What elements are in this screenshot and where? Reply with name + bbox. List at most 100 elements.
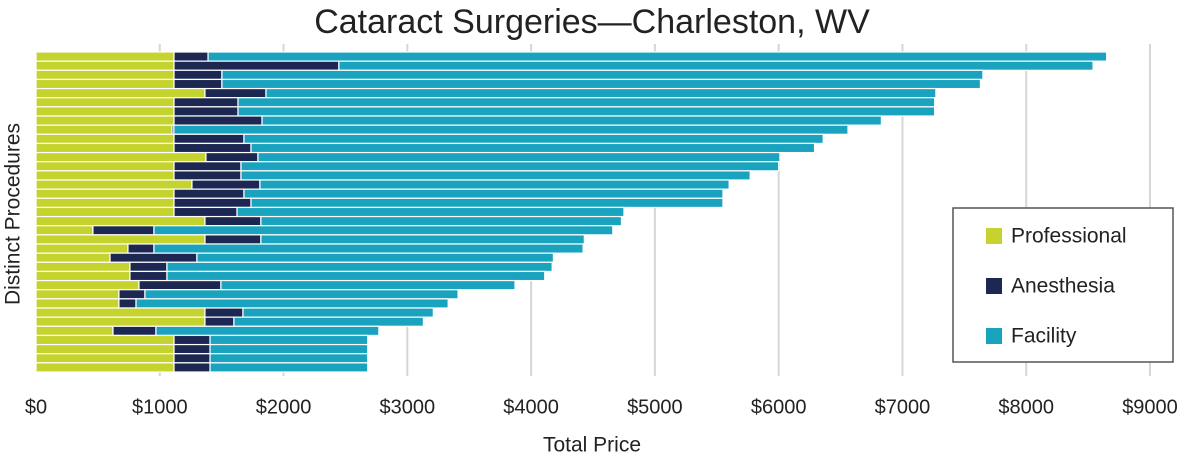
bar-segment <box>243 188 724 199</box>
bar-segment <box>233 316 425 327</box>
bar-segment <box>127 243 155 254</box>
x-tick-label: $7000 <box>875 396 931 418</box>
bar-segment <box>221 69 984 81</box>
bar-segment <box>250 142 816 154</box>
bar-segment <box>35 133 175 145</box>
bar-segment <box>243 133 824 145</box>
bar-segment <box>260 215 623 227</box>
bar-segment <box>35 343 175 355</box>
bar-segment <box>35 161 175 172</box>
bar-segment <box>112 325 157 337</box>
legend-swatch <box>986 328 1002 344</box>
bar-segment <box>35 307 206 318</box>
x-tick-label: $2000 <box>256 396 312 418</box>
bar-segment <box>173 334 211 346</box>
x-tick-label: $0 <box>25 396 47 418</box>
bar-segment <box>35 179 193 190</box>
bar-segment <box>35 170 175 181</box>
bar-segment <box>173 343 211 355</box>
bar-segment <box>173 362 211 373</box>
bar-segment <box>173 353 211 364</box>
bar-segment <box>35 279 140 291</box>
x-tick-label: $4000 <box>503 396 559 418</box>
bar-segment <box>250 197 724 209</box>
bar-segment <box>173 206 238 218</box>
x-tick-label: $1000 <box>132 396 188 418</box>
bar-segment <box>35 206 175 218</box>
x-tick-label: $3000 <box>380 396 436 418</box>
bar-segment <box>173 78 223 90</box>
bar-segment <box>205 151 259 163</box>
bar-segment <box>155 325 380 337</box>
legend-label: Anesthesia <box>1011 275 1115 298</box>
bar-segment <box>35 51 175 62</box>
bar-segment <box>257 151 781 163</box>
bar-segment <box>173 60 340 71</box>
bar-segment <box>173 133 245 145</box>
bar-segment <box>173 51 209 62</box>
bar-segment <box>35 270 131 282</box>
bar-segment <box>173 142 252 154</box>
bar-segment <box>35 106 175 117</box>
bar-segment <box>173 188 245 199</box>
bar-segment <box>209 362 369 373</box>
bar-segment <box>135 298 449 309</box>
bar-segment <box>35 151 207 163</box>
x-tick-label: $9000 <box>1122 396 1178 418</box>
bar-segment <box>35 197 175 209</box>
bar-segment <box>35 69 175 81</box>
y-axis-label: Distinct Procedures <box>2 123 25 305</box>
bar-segment <box>166 261 553 273</box>
bar-segment <box>240 161 780 172</box>
bar-segment <box>259 179 730 190</box>
bar-segment <box>207 51 1108 62</box>
legend-label: Professional <box>1011 225 1127 248</box>
bar-segment <box>260 234 585 245</box>
bar-segment <box>173 170 242 181</box>
legend-label: Facility <box>1011 325 1077 348</box>
bar-segment <box>35 325 114 337</box>
bar-segment <box>92 225 155 236</box>
bar-segment <box>173 106 239 117</box>
bar-segment <box>35 334 175 346</box>
bar-segment <box>35 261 131 273</box>
bar-segment <box>204 316 235 327</box>
x-tick-label: $6000 <box>751 396 807 418</box>
bar-segment <box>35 142 175 154</box>
bar-segment <box>35 289 120 300</box>
bar-segment <box>35 124 173 135</box>
bar-segment <box>35 115 175 126</box>
bar-segment <box>173 97 239 108</box>
x-axis-label: Total Price <box>543 434 641 457</box>
bar-segment <box>173 115 263 126</box>
bar-segment <box>118 289 146 300</box>
bar-segment <box>118 298 137 309</box>
bar-segment <box>35 316 206 327</box>
bar-segment <box>265 87 937 99</box>
bar-segment <box>153 243 584 254</box>
bar-segment <box>138 279 222 291</box>
bar-segment <box>220 279 516 291</box>
bar-segment <box>173 161 242 172</box>
bar-segment <box>35 60 175 71</box>
bar-segment <box>173 124 849 135</box>
bar-segment <box>144 289 459 300</box>
bar-segment <box>109 252 198 263</box>
bar-segment <box>204 234 262 245</box>
bar-segment <box>35 353 175 364</box>
bar-segment <box>209 334 369 346</box>
bar-segment <box>191 179 261 190</box>
bar-segment <box>209 343 369 355</box>
bar-segment <box>35 362 175 373</box>
bar-segment <box>129 261 168 273</box>
legend-swatch <box>986 278 1002 294</box>
bar-segment <box>204 215 262 227</box>
bar-segment <box>196 252 554 263</box>
bar-segment <box>261 115 883 126</box>
bar-segment <box>236 206 625 218</box>
bar-segment <box>173 69 223 81</box>
bar-segment <box>237 97 936 108</box>
bar-segment <box>35 97 175 108</box>
bar-segment <box>35 252 111 263</box>
